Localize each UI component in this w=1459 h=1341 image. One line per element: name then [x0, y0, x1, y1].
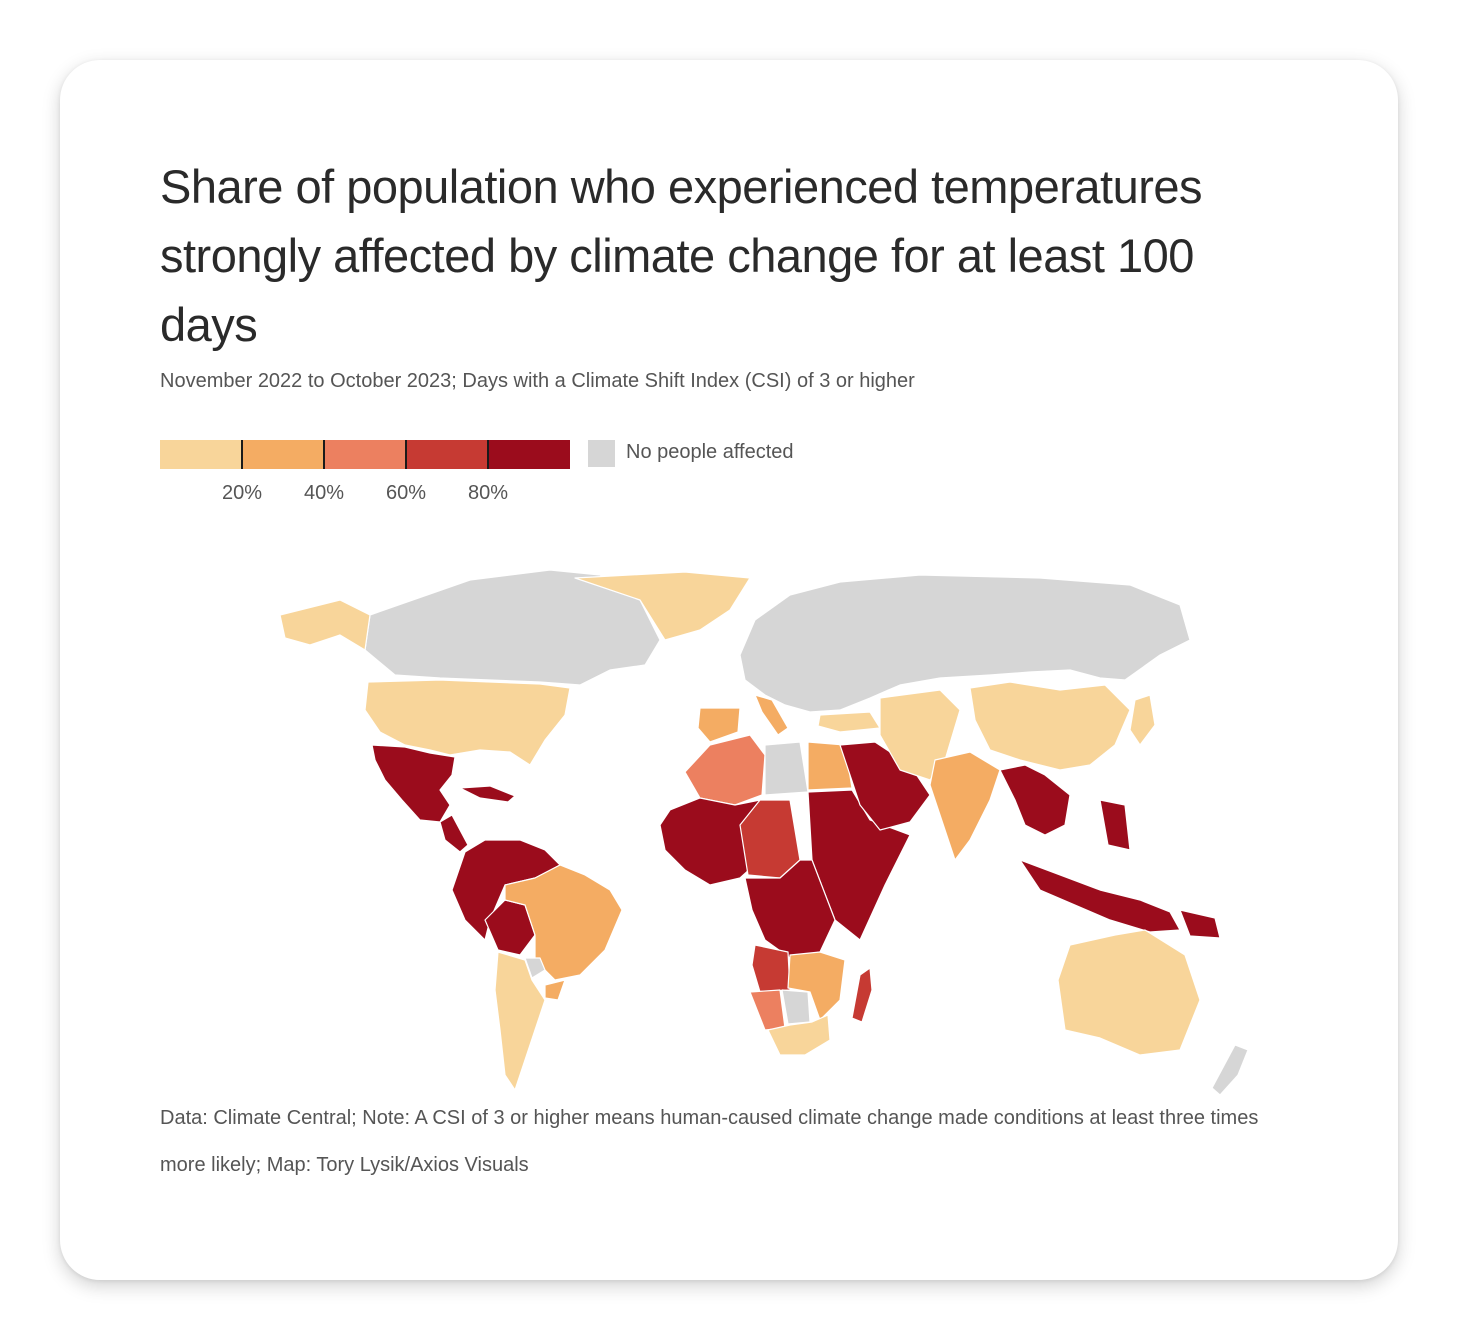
legend-tick-label: 60% — [385, 482, 427, 504]
region-madagascar — [851, 967, 873, 1023]
region-southeast-asia — [999, 764, 1071, 836]
legend-no-data-label: No people affected — [626, 441, 794, 463]
legend-tick — [487, 440, 489, 469]
region-zambia-mozambique — [787, 951, 846, 1021]
region-central-america — [439, 814, 469, 853]
region-greenland — [574, 571, 751, 641]
legend: 20% 40% 60% 80% No people affected — [160, 440, 880, 510]
region-argentina-chile — [494, 951, 546, 1091]
legend-tick-label: 80% — [467, 482, 509, 504]
legend-tick — [405, 440, 407, 469]
world-map — [279, 569, 1249, 1096]
region-japan — [1129, 694, 1156, 746]
region-china — [969, 681, 1131, 771]
region-mexico — [371, 744, 456, 823]
region-indonesia-philippines — [1019, 799, 1181, 933]
legend-swatch-4 — [406, 440, 488, 469]
region-india — [929, 751, 1001, 861]
legend-swatch-1 — [160, 440, 242, 469]
region-canada — [364, 569, 661, 686]
legend-tick-label: 40% — [303, 482, 345, 504]
region-united-states — [364, 679, 571, 766]
region-iberia — [697, 707, 741, 743]
region-southern-africa — [767, 1014, 831, 1056]
region-uruguay — [544, 979, 566, 1001]
region-botswana — [781, 989, 811, 1025]
region-paraguay — [524, 957, 546, 979]
region-alaska — [279, 599, 371, 651]
legend-swatch-5 — [488, 440, 570, 469]
legend-tick — [241, 440, 243, 469]
region-new-zealand — [1211, 1044, 1249, 1096]
region-italy — [754, 694, 789, 736]
region-north-africa — [684, 734, 766, 806]
legend-swatch-3 — [324, 440, 406, 469]
region-libya — [764, 741, 809, 796]
region-egypt — [807, 741, 853, 791]
chart-subtitle: November 2022 to October 2023; Days with… — [160, 370, 915, 392]
legend-tick — [323, 440, 325, 469]
region-caribbean — [459, 785, 516, 803]
chart-card: Share of population who experienced temp… — [60, 60, 1398, 1280]
region-papua-new-guinea — [1179, 909, 1221, 939]
region-namibia — [749, 989, 786, 1031]
legend-tick-label: 20% — [221, 482, 263, 504]
chart-footer: Data: Climate Central; Note: A CSI of 3 … — [160, 1107, 1259, 1176]
chart-title: Share of population who experienced temp… — [160, 160, 1203, 351]
region-australia — [1057, 929, 1201, 1056]
legend-no-data-swatch — [588, 440, 615, 467]
region-brazil — [504, 864, 623, 981]
legend-swatch-2 — [242, 440, 324, 469]
region-russia-northern-europe — [739, 574, 1191, 713]
region-angola — [751, 944, 791, 993]
region-turkey — [817, 711, 881, 733]
region-central-africa — [744, 859, 836, 959]
